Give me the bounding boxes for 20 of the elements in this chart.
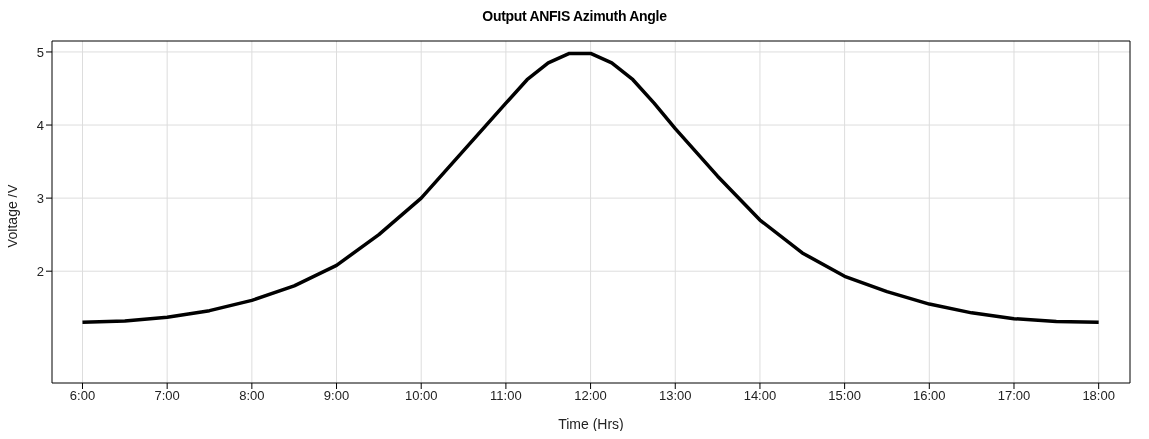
y-tick-label: 4 (36, 117, 44, 133)
x-tick-label: 12:00 (574, 388, 607, 404)
x-tick-label: 10:00 (404, 388, 438, 404)
x-tick-label: 18:00 (1082, 388, 1115, 404)
x-tick-label: 17:00 (997, 388, 1031, 404)
x-tick-label: 7:00 (154, 388, 180, 404)
x-tick-label: 15:00 (828, 388, 861, 404)
x-tick-label: 13:00 (658, 388, 692, 404)
x-tick-label: 6:00 (69, 388, 96, 404)
x-tick-label: 11:00 (490, 388, 522, 404)
x-tick-label: 16:00 (913, 388, 946, 404)
x-tick-label: 8:00 (239, 388, 265, 404)
y-tick-label: 3 (36, 190, 44, 206)
x-tick-label: 14:00 (743, 388, 777, 404)
chart-title: Output ANFIS Azimuth Angle (481, 8, 668, 24)
line-series (80, 51, 1101, 325)
y-tick-label: 5 (36, 44, 44, 60)
x-tick-label: 9:00 (323, 388, 350, 404)
x-axis-title: Time (Hrs) (558, 416, 624, 432)
y-tick-label: 2 (36, 263, 44, 279)
